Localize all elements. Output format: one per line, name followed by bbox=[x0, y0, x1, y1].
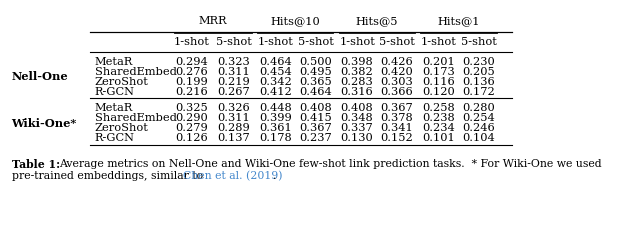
Text: Table 1:: Table 1: bbox=[12, 159, 60, 170]
Text: 0.173: 0.173 bbox=[422, 67, 455, 77]
Text: 0.454: 0.454 bbox=[259, 67, 292, 77]
Text: 0.238: 0.238 bbox=[422, 113, 455, 123]
Text: 0.399: 0.399 bbox=[259, 113, 292, 123]
Text: 5-shot: 5-shot bbox=[379, 37, 415, 47]
Text: 0.116: 0.116 bbox=[422, 77, 455, 87]
Text: pre-trained embeddings, similar to: pre-trained embeddings, similar to bbox=[12, 171, 206, 181]
Text: 0.101: 0.101 bbox=[422, 134, 455, 143]
Text: 0.325: 0.325 bbox=[175, 103, 209, 113]
Text: 0.500: 0.500 bbox=[299, 57, 332, 67]
Text: MRR: MRR bbox=[198, 16, 227, 26]
Text: Wiki-One*: Wiki-One* bbox=[12, 118, 77, 129]
Text: 0.152: 0.152 bbox=[380, 134, 413, 143]
Text: 0.464: 0.464 bbox=[299, 87, 332, 97]
Text: 0.316: 0.316 bbox=[340, 87, 374, 97]
Text: 0.464: 0.464 bbox=[259, 57, 292, 67]
Text: 0.276: 0.276 bbox=[175, 67, 209, 77]
Text: 0.303: 0.303 bbox=[380, 77, 413, 87]
Text: 0.408: 0.408 bbox=[340, 103, 374, 113]
Text: 0.337: 0.337 bbox=[340, 123, 374, 133]
Text: 5-shot: 5-shot bbox=[216, 37, 252, 47]
Text: 0.361: 0.361 bbox=[259, 123, 292, 133]
Text: 0.398: 0.398 bbox=[340, 57, 374, 67]
Text: 0.280: 0.280 bbox=[462, 103, 495, 113]
Text: MetaR: MetaR bbox=[95, 57, 133, 67]
Text: SharedEmbed: SharedEmbed bbox=[95, 113, 177, 123]
Text: 1-shot: 1-shot bbox=[339, 37, 375, 47]
Text: 0.290: 0.290 bbox=[175, 113, 209, 123]
Text: 0.137: 0.137 bbox=[217, 134, 250, 143]
Text: Hits@10: Hits@10 bbox=[271, 16, 320, 26]
Text: 0.205: 0.205 bbox=[462, 67, 495, 77]
Text: Chen et al. (2019): Chen et al. (2019) bbox=[183, 171, 282, 181]
Text: 0.201: 0.201 bbox=[422, 57, 455, 67]
Text: 0.172: 0.172 bbox=[462, 87, 495, 97]
Text: 5-shot: 5-shot bbox=[461, 37, 497, 47]
Text: 0.420: 0.420 bbox=[380, 67, 413, 77]
Text: 0.237: 0.237 bbox=[299, 134, 332, 143]
Text: MetaR: MetaR bbox=[95, 103, 133, 113]
Text: R-GCN: R-GCN bbox=[95, 134, 135, 143]
Text: 0.365: 0.365 bbox=[299, 77, 332, 87]
Text: 0.120: 0.120 bbox=[422, 87, 455, 97]
Text: 0.408: 0.408 bbox=[299, 103, 332, 113]
Text: 5-shot: 5-shot bbox=[298, 37, 333, 47]
Text: 0.130: 0.130 bbox=[340, 134, 374, 143]
Text: 1-shot: 1-shot bbox=[257, 37, 293, 47]
Text: 0.382: 0.382 bbox=[340, 67, 374, 77]
Text: ZeroShot: ZeroShot bbox=[95, 123, 148, 133]
Text: Hits@5: Hits@5 bbox=[356, 16, 398, 26]
Text: SharedEmbed: SharedEmbed bbox=[95, 67, 177, 77]
Text: 0.426: 0.426 bbox=[380, 57, 413, 67]
Text: 0.216: 0.216 bbox=[175, 87, 209, 97]
Text: 0.311: 0.311 bbox=[217, 113, 250, 123]
Text: 0.323: 0.323 bbox=[217, 57, 250, 67]
Text: 0.258: 0.258 bbox=[422, 103, 455, 113]
Text: 0.412: 0.412 bbox=[259, 87, 292, 97]
Text: 0.495: 0.495 bbox=[299, 67, 332, 77]
Text: 0.219: 0.219 bbox=[217, 77, 250, 87]
Text: 0.342: 0.342 bbox=[259, 77, 292, 87]
Text: 0.283: 0.283 bbox=[340, 77, 374, 87]
Text: 0.311: 0.311 bbox=[217, 67, 250, 77]
Text: 0.289: 0.289 bbox=[217, 123, 250, 133]
Text: Average metrics on Nell-One and Wiki-One few-shot link prediction tasks.  * For : Average metrics on Nell-One and Wiki-One… bbox=[60, 159, 602, 169]
Text: 0.254: 0.254 bbox=[462, 113, 495, 123]
Text: .: . bbox=[273, 171, 276, 181]
Text: 0.234: 0.234 bbox=[422, 123, 455, 133]
Text: 0.348: 0.348 bbox=[340, 113, 374, 123]
Text: 0.341: 0.341 bbox=[380, 123, 413, 133]
Text: 0.294: 0.294 bbox=[175, 57, 209, 67]
Text: 0.326: 0.326 bbox=[217, 103, 250, 113]
Text: 0.279: 0.279 bbox=[175, 123, 209, 133]
Text: Nell-One: Nell-One bbox=[12, 71, 68, 82]
Text: 0.136: 0.136 bbox=[462, 77, 495, 87]
Text: ZeroShot: ZeroShot bbox=[95, 77, 148, 87]
Text: 0.267: 0.267 bbox=[217, 87, 250, 97]
Text: 0.367: 0.367 bbox=[380, 103, 413, 113]
Text: 0.378: 0.378 bbox=[380, 113, 413, 123]
Text: 0.415: 0.415 bbox=[299, 113, 332, 123]
Text: 1-shot: 1-shot bbox=[420, 37, 456, 47]
Text: 0.104: 0.104 bbox=[462, 134, 495, 143]
Text: 1-shot: 1-shot bbox=[174, 37, 210, 47]
Text: 0.246: 0.246 bbox=[462, 123, 495, 133]
Text: 0.178: 0.178 bbox=[259, 134, 292, 143]
Text: R-GCN: R-GCN bbox=[95, 87, 135, 97]
Text: 0.230: 0.230 bbox=[462, 57, 495, 67]
Text: 0.366: 0.366 bbox=[380, 87, 413, 97]
Text: 0.448: 0.448 bbox=[259, 103, 292, 113]
Text: 0.126: 0.126 bbox=[175, 134, 209, 143]
Text: 0.367: 0.367 bbox=[299, 123, 332, 133]
Text: 0.199: 0.199 bbox=[175, 77, 209, 87]
Text: Hits@1: Hits@1 bbox=[437, 16, 480, 26]
